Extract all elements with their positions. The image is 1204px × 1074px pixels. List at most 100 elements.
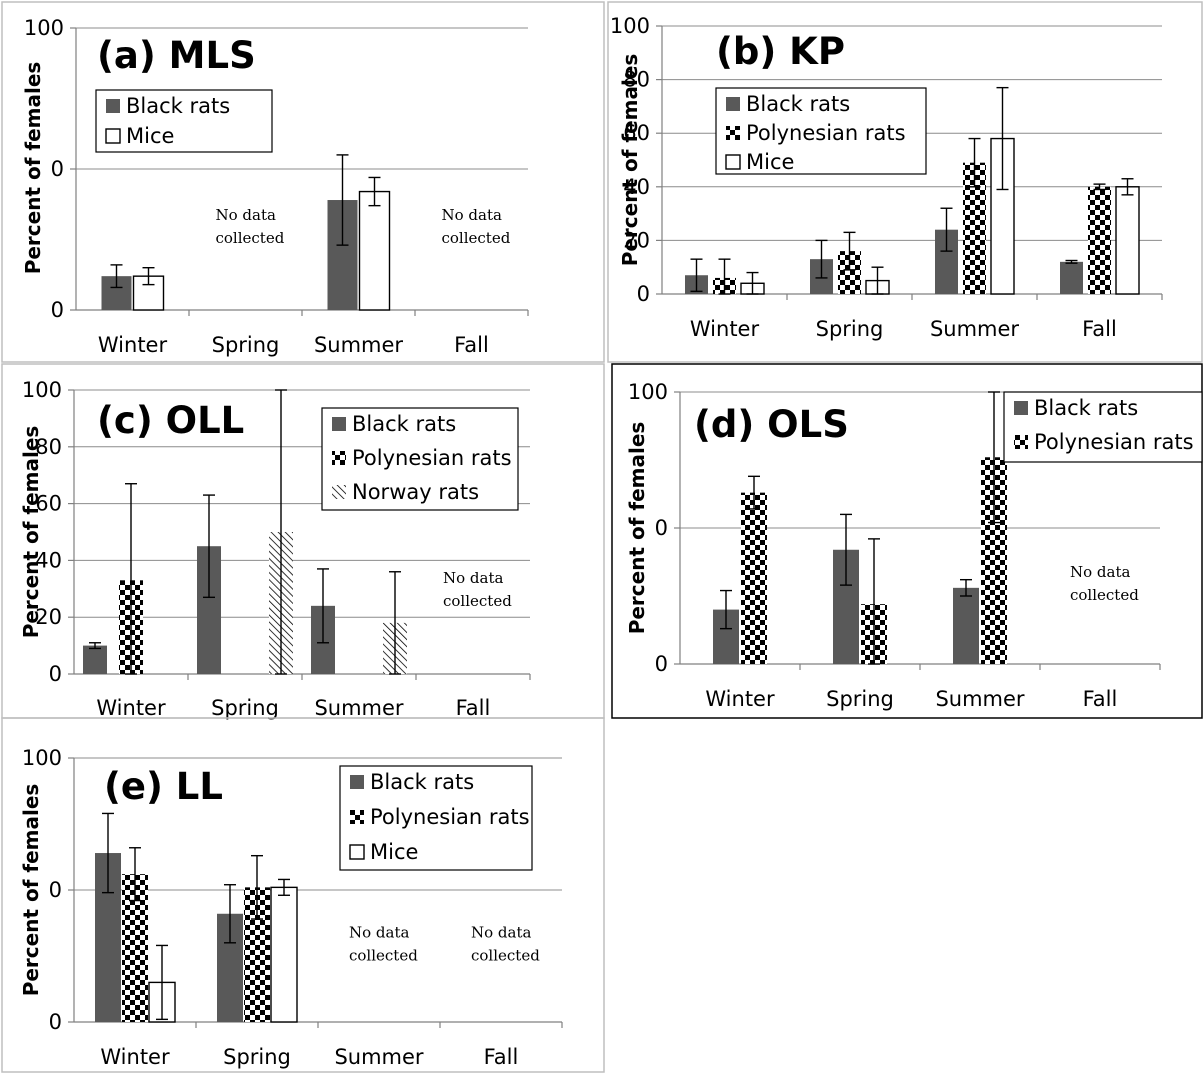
x-category-label-summer: Summer xyxy=(935,687,1024,711)
x-category-label-spring: Spring xyxy=(816,317,884,341)
x-category-label-summer: Summer xyxy=(334,1045,423,1069)
error-bar-norway-rats-spring xyxy=(275,389,287,675)
error-bar-mice-fall xyxy=(1121,178,1134,196)
legend-label-mice: Mice xyxy=(746,150,794,174)
bar-mice-fall xyxy=(1115,186,1140,295)
legend-box xyxy=(321,407,519,511)
legend-swatch-polynesian-rats xyxy=(332,451,346,465)
panel-title: (d) OLS xyxy=(694,403,849,446)
x-category-label-summer: Summer xyxy=(314,696,403,720)
panel-frame xyxy=(1,1,605,363)
error-bar-black-rats-summer xyxy=(960,578,972,597)
error-bar-polynesian-rats-winter xyxy=(129,847,141,902)
error-bar-black-rats-winter xyxy=(690,258,703,293)
legend: Black rats Polynesian rats Mice xyxy=(715,87,927,175)
legend-swatch-black-rats xyxy=(1014,401,1028,415)
legend-label-black-rats: Black rats xyxy=(746,92,850,116)
error-bar-polynesian-rats-summer xyxy=(988,391,1000,524)
y-axis-label: Percent of females xyxy=(19,784,43,997)
error-bar-black-rats-winter xyxy=(102,812,114,894)
y-tick-label: 0 xyxy=(51,157,64,181)
x-category-label-summer: Summer xyxy=(314,333,403,357)
y-axis-label: Percent of females xyxy=(618,54,642,267)
error-bar-black-rats-spring xyxy=(840,513,852,586)
panel-title: (c) OLL xyxy=(97,399,244,442)
y-tick-label: 0 xyxy=(655,516,668,540)
no-data-label: collected xyxy=(349,947,418,965)
y-axis-label: Percent of females xyxy=(21,62,45,275)
legend-swatch-norway-rats xyxy=(332,485,346,499)
y-tick-label: 0 xyxy=(51,298,64,322)
error-bar-mice-spring xyxy=(871,266,884,295)
error-bar-black-rats-fall xyxy=(1065,259,1078,264)
panel-title: (e) LL xyxy=(104,765,223,808)
x-category-label-fall: Fall xyxy=(454,333,489,357)
legend-label-black-rats: Black rats xyxy=(370,770,474,794)
legend: Black rats Polynesian rats Norway rats xyxy=(321,407,519,511)
error-bar-polynesian-rats-spring xyxy=(843,231,856,271)
error-bar-polynesian-rats-spring xyxy=(868,538,880,665)
legend-swatch-mice xyxy=(105,128,121,144)
legend-label-black-rats: Black rats xyxy=(126,94,230,118)
legend-label-polynesian-rats: Polynesian rats xyxy=(352,446,512,470)
no-data-label: No data xyxy=(443,569,503,587)
no-data-label: collected xyxy=(471,947,540,965)
y-tick-label: 0 xyxy=(49,662,62,686)
y-tick-label: 100 xyxy=(628,380,668,404)
legend-swatch-black-rats xyxy=(726,97,740,111)
legend-label-polynesian-rats: Polynesian rats xyxy=(746,121,906,145)
legend: Black rats Polynesian rats xyxy=(1003,391,1203,463)
legend-box xyxy=(715,87,927,175)
panel-title: (a) MLS xyxy=(97,34,256,77)
error-bar-polynesian-rats-fall xyxy=(1093,183,1106,191)
error-bar-mice-winter xyxy=(142,267,155,286)
bar-mice-spring xyxy=(270,886,298,1023)
error-bar-polynesian-rats-winter xyxy=(718,258,731,295)
legend-box xyxy=(95,89,273,153)
error-bar-norway-rats-summer xyxy=(389,571,401,675)
legend-swatch-mice xyxy=(349,844,365,860)
bar-mice-winter xyxy=(132,275,165,311)
no-data-label: No data xyxy=(349,924,409,942)
x-category-label-winter: Winter xyxy=(705,687,775,711)
x-category-label-spring: Spring xyxy=(211,696,279,720)
legend-box xyxy=(339,765,533,871)
y-tick-label: 100 xyxy=(610,14,650,38)
bar-polynesian-rats-winter xyxy=(741,492,767,664)
chart-panel-d: 0 0 100 Winter Spring Summer Fall No data collec… xyxy=(611,363,1203,719)
legend-swatch-polynesian-rats xyxy=(1014,435,1028,449)
x-category-label-winter: Winter xyxy=(98,333,168,357)
error-bar-mice-summer xyxy=(996,86,1009,191)
bar-black-rats-fall xyxy=(1060,261,1083,294)
y-tick-label: 100 xyxy=(24,16,64,40)
no-data-label: collected xyxy=(442,229,511,247)
bar-black-rats-summer xyxy=(953,587,979,664)
error-bar-black-rats-summer xyxy=(317,568,329,644)
x-category-label-winter: Winter xyxy=(690,317,760,341)
panel-frame xyxy=(611,363,1203,719)
x-category-label-winter: Winter xyxy=(100,1045,170,1069)
legend-swatch-black-rats xyxy=(106,99,120,113)
legend-label-polynesian-rats: Polynesian rats xyxy=(1034,430,1194,454)
y-tick-label: 0 xyxy=(49,878,62,902)
no-data-label: collected xyxy=(216,229,285,247)
x-category-label-summer: Summer xyxy=(930,317,1019,341)
legend-swatch-black-rats xyxy=(350,775,364,789)
bar-black-rats-winter xyxy=(83,645,107,674)
error-bar-black-rats-summer xyxy=(336,154,349,246)
legend-label-norway-rats: Norway rats xyxy=(352,480,479,504)
x-category-label-fall: Fall xyxy=(456,696,491,720)
bar-polynesian-rats-fall xyxy=(1088,186,1111,294)
error-bar-black-rats-winter xyxy=(110,264,123,289)
legend-swatch-black-rats xyxy=(332,417,346,431)
error-bar-black-rats-spring xyxy=(815,239,828,279)
error-bar-black-rats-winter xyxy=(720,589,732,630)
chart-panel-e: 0 0 100 Winter Spring Summer Fall No data collec… xyxy=(1,717,605,1073)
legend-label-black-rats: Black rats xyxy=(1034,396,1138,420)
panel-title: (b) KP xyxy=(716,30,845,73)
error-bar-black-rats-spring xyxy=(203,494,215,599)
legend-swatch-mice xyxy=(725,154,741,170)
no-data-label: No data xyxy=(1070,563,1130,581)
